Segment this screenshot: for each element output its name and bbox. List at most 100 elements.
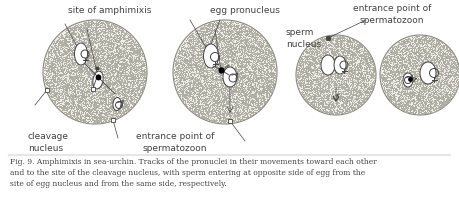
Point xyxy=(395,84,403,87)
Point xyxy=(93,67,100,71)
Point xyxy=(89,115,96,119)
Point xyxy=(242,51,249,54)
Point xyxy=(196,72,203,75)
Point xyxy=(410,88,418,92)
Point xyxy=(215,89,223,92)
Point xyxy=(227,37,235,40)
Point xyxy=(79,78,86,82)
Point xyxy=(359,56,366,59)
Point xyxy=(255,65,262,68)
Point xyxy=(238,58,245,61)
Point xyxy=(99,101,106,104)
Point xyxy=(404,83,412,86)
Point xyxy=(258,53,266,56)
Point xyxy=(254,81,262,84)
Point xyxy=(193,89,200,92)
Point xyxy=(216,38,223,41)
Point xyxy=(85,75,92,79)
Point xyxy=(212,57,219,60)
Point xyxy=(260,43,267,46)
Point xyxy=(428,78,436,82)
Point xyxy=(104,85,111,89)
Point xyxy=(187,52,194,56)
Point xyxy=(410,70,417,73)
Point xyxy=(117,31,124,34)
Point xyxy=(178,67,185,70)
Point xyxy=(179,53,187,56)
Point xyxy=(352,54,359,57)
Point xyxy=(80,68,88,72)
Point xyxy=(297,67,305,71)
Point xyxy=(397,106,404,110)
Point xyxy=(432,89,440,93)
Point xyxy=(185,83,192,86)
Point xyxy=(80,54,88,57)
Point xyxy=(55,61,62,65)
Point xyxy=(55,49,62,52)
Point xyxy=(401,45,408,48)
Point xyxy=(209,85,216,89)
Point xyxy=(70,60,78,64)
Point xyxy=(109,37,116,41)
Point xyxy=(416,110,424,114)
Point xyxy=(267,49,274,52)
Point xyxy=(385,81,392,85)
Point xyxy=(201,46,208,50)
Point xyxy=(222,121,230,125)
Point xyxy=(213,105,221,109)
Point xyxy=(84,70,91,73)
Point xyxy=(50,79,58,82)
Point xyxy=(391,50,398,54)
Point xyxy=(418,109,425,112)
Point xyxy=(87,86,94,89)
Point xyxy=(252,39,259,42)
Point xyxy=(204,35,212,38)
Point xyxy=(447,92,454,95)
Point xyxy=(355,103,363,106)
Point xyxy=(225,65,232,68)
Point xyxy=(315,89,323,92)
Point xyxy=(269,82,277,85)
Point xyxy=(196,90,203,94)
Point xyxy=(243,96,250,100)
Point xyxy=(89,39,96,43)
Point xyxy=(437,83,444,86)
Point xyxy=(387,94,394,98)
Point xyxy=(108,51,115,54)
Point xyxy=(349,40,357,43)
Point xyxy=(72,98,79,101)
Point xyxy=(108,53,115,56)
Point xyxy=(124,84,131,88)
Point xyxy=(414,78,421,81)
Point xyxy=(313,82,320,86)
Point xyxy=(61,44,68,47)
Point xyxy=(421,112,429,115)
Point xyxy=(49,50,56,54)
Point xyxy=(220,90,227,94)
Point xyxy=(346,77,353,81)
Point xyxy=(230,67,237,70)
Point xyxy=(337,107,345,110)
Point xyxy=(355,54,363,57)
Point xyxy=(93,74,100,77)
Point xyxy=(237,73,245,76)
Point xyxy=(200,114,207,118)
Point xyxy=(265,89,273,92)
Point xyxy=(180,81,188,84)
Point xyxy=(206,48,213,52)
Point xyxy=(225,92,233,95)
Point xyxy=(109,91,116,94)
Point xyxy=(226,117,234,120)
Point xyxy=(325,107,332,111)
Point xyxy=(262,76,269,79)
Point xyxy=(430,38,437,41)
Point xyxy=(221,79,229,83)
Point xyxy=(360,100,367,104)
Point xyxy=(356,44,364,47)
Point xyxy=(223,49,230,52)
Point xyxy=(131,88,139,91)
Point xyxy=(358,62,366,66)
Point xyxy=(252,61,259,65)
Point xyxy=(324,56,331,60)
Point xyxy=(76,43,83,47)
